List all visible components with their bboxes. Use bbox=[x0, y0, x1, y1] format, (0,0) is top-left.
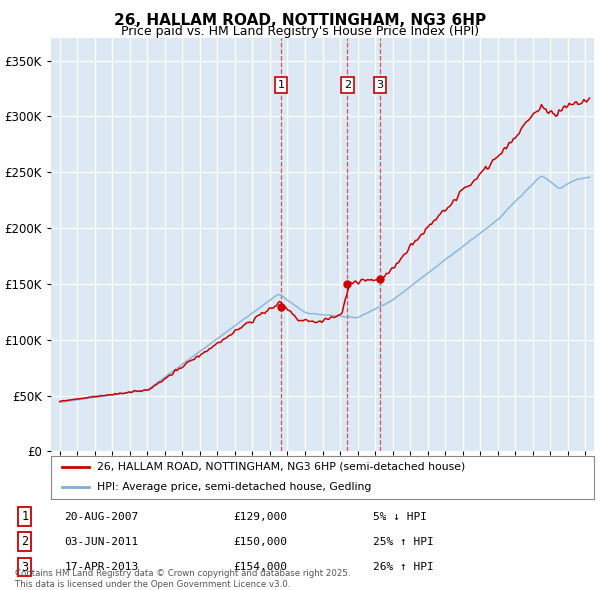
Text: 2: 2 bbox=[344, 80, 351, 90]
Text: 3: 3 bbox=[377, 80, 383, 90]
Text: £150,000: £150,000 bbox=[233, 537, 287, 547]
Text: HPI: Average price, semi-detached house, Gedling: HPI: Average price, semi-detached house,… bbox=[97, 481, 371, 491]
Text: 26, HALLAM ROAD, NOTTINGHAM, NG3 6HP (semi-detached house): 26, HALLAM ROAD, NOTTINGHAM, NG3 6HP (se… bbox=[97, 462, 466, 471]
Text: 1: 1 bbox=[278, 80, 284, 90]
Text: 17-APR-2013: 17-APR-2013 bbox=[64, 562, 139, 572]
Text: £154,000: £154,000 bbox=[233, 562, 287, 572]
Text: 1: 1 bbox=[21, 510, 28, 523]
Text: 5% ↓ HPI: 5% ↓ HPI bbox=[373, 512, 427, 522]
Text: £129,000: £129,000 bbox=[233, 512, 287, 522]
Text: 3: 3 bbox=[21, 560, 28, 573]
Text: 25% ↑ HPI: 25% ↑ HPI bbox=[373, 537, 434, 547]
Text: 26% ↑ HPI: 26% ↑ HPI bbox=[373, 562, 434, 572]
Text: 20-AUG-2007: 20-AUG-2007 bbox=[64, 512, 139, 522]
Text: 26, HALLAM ROAD, NOTTINGHAM, NG3 6HP: 26, HALLAM ROAD, NOTTINGHAM, NG3 6HP bbox=[114, 13, 486, 28]
Text: Price paid vs. HM Land Registry's House Price Index (HPI): Price paid vs. HM Land Registry's House … bbox=[121, 25, 479, 38]
Text: Contains HM Land Registry data © Crown copyright and database right 2025.
This d: Contains HM Land Registry data © Crown c… bbox=[15, 569, 350, 589]
Text: 03-JUN-2011: 03-JUN-2011 bbox=[64, 537, 139, 547]
Text: 2: 2 bbox=[21, 535, 28, 548]
